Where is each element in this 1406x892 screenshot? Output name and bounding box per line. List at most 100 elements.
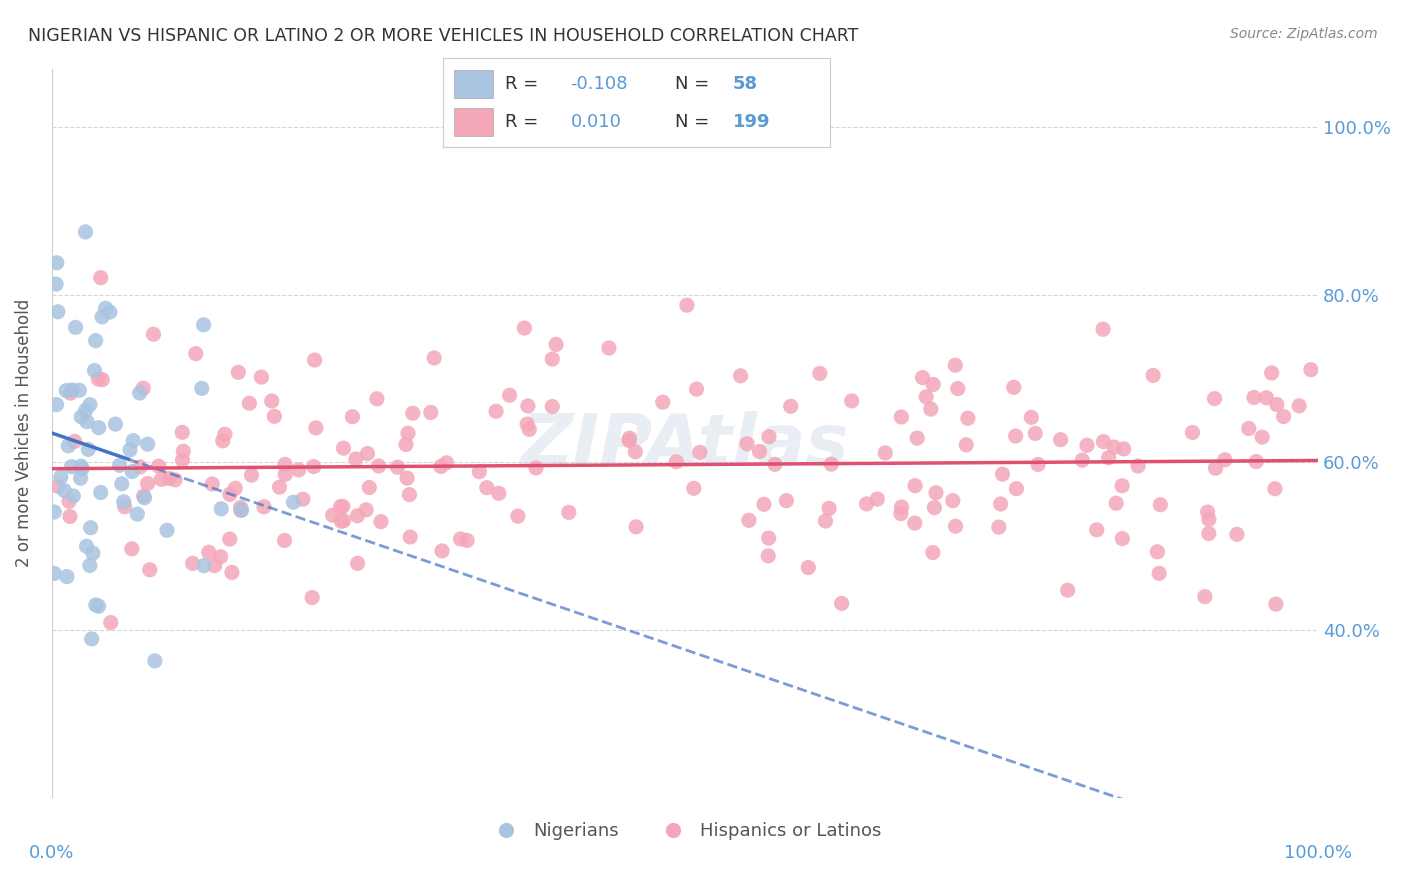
Point bbox=[915, 390, 938, 404]
Point bbox=[689, 445, 711, 459]
Point bbox=[190, 381, 212, 395]
Point bbox=[79, 398, 101, 412]
Point bbox=[370, 515, 392, 529]
Point bbox=[60, 459, 83, 474]
Point bbox=[558, 505, 581, 519]
Point bbox=[904, 516, 927, 530]
Point bbox=[905, 431, 928, 445]
Point bbox=[1244, 454, 1267, 468]
Point bbox=[346, 557, 368, 571]
Point bbox=[301, 591, 323, 605]
Point bbox=[344, 452, 367, 467]
Point bbox=[332, 500, 354, 514]
Point bbox=[758, 531, 780, 545]
Point bbox=[201, 477, 224, 491]
Point bbox=[65, 320, 87, 334]
Point bbox=[779, 399, 801, 413]
Point bbox=[59, 386, 82, 401]
Point bbox=[263, 409, 285, 424]
Point bbox=[738, 513, 761, 527]
Point bbox=[193, 318, 215, 332]
Point bbox=[875, 446, 897, 460]
Point bbox=[1111, 479, 1133, 493]
Point bbox=[82, 546, 104, 560]
Point bbox=[143, 654, 166, 668]
Point bbox=[209, 501, 232, 516]
Point bbox=[330, 514, 353, 528]
Point bbox=[890, 507, 912, 521]
Point bbox=[132, 381, 155, 395]
Point bbox=[90, 270, 112, 285]
Point bbox=[79, 521, 101, 535]
Point bbox=[488, 486, 510, 500]
Point bbox=[100, 615, 122, 630]
Point bbox=[517, 422, 540, 436]
Point bbox=[332, 514, 354, 528]
Point bbox=[1264, 482, 1286, 496]
Point bbox=[808, 367, 831, 381]
FancyBboxPatch shape bbox=[454, 108, 494, 136]
Point bbox=[76, 415, 98, 429]
Legend: Nigerians, Hispanics or Latinos: Nigerians, Hispanics or Latinos bbox=[481, 814, 889, 847]
Point bbox=[456, 533, 478, 548]
Text: R =: R = bbox=[505, 113, 538, 131]
Point bbox=[356, 446, 378, 460]
Point bbox=[624, 444, 647, 458]
Point bbox=[946, 382, 969, 396]
Point bbox=[77, 442, 100, 457]
Point bbox=[942, 493, 965, 508]
Text: NIGERIAN VS HISPANIC OR LATINO 2 OR MORE VEHICLES IN HOUSEHOLD CORRELATION CHART: NIGERIAN VS HISPANIC OR LATINO 2 OR MORE… bbox=[28, 27, 859, 45]
Point bbox=[269, 480, 291, 494]
Point bbox=[598, 341, 620, 355]
Point bbox=[1251, 430, 1274, 444]
Point bbox=[1146, 545, 1168, 559]
Point bbox=[229, 503, 252, 517]
Point bbox=[1002, 380, 1025, 394]
Point bbox=[1147, 566, 1170, 581]
Point bbox=[122, 434, 145, 448]
Point bbox=[506, 509, 529, 524]
FancyBboxPatch shape bbox=[454, 70, 494, 98]
Point bbox=[209, 549, 232, 564]
Text: -0.108: -0.108 bbox=[571, 75, 628, 93]
Point bbox=[366, 392, 388, 406]
Point bbox=[1149, 498, 1171, 512]
Point bbox=[240, 468, 263, 483]
Point bbox=[1092, 434, 1115, 449]
Point bbox=[991, 467, 1014, 481]
Point bbox=[922, 377, 945, 392]
Point bbox=[956, 411, 979, 425]
Point bbox=[87, 372, 110, 386]
Point bbox=[920, 402, 942, 417]
Point bbox=[831, 596, 853, 610]
Point bbox=[1105, 496, 1128, 510]
Point bbox=[524, 461, 547, 475]
Text: 199: 199 bbox=[733, 113, 770, 131]
Point bbox=[943, 358, 966, 372]
Text: 0.010: 0.010 bbox=[571, 113, 621, 131]
Point bbox=[475, 481, 498, 495]
Text: N =: N = bbox=[675, 75, 709, 93]
Point bbox=[329, 500, 352, 514]
Point bbox=[619, 431, 641, 445]
Point bbox=[402, 406, 425, 420]
Point bbox=[814, 514, 837, 528]
Point bbox=[91, 310, 114, 324]
Point bbox=[855, 497, 877, 511]
Point bbox=[1237, 421, 1260, 435]
Point bbox=[1005, 482, 1028, 496]
Point bbox=[1026, 458, 1049, 472]
Point bbox=[70, 461, 93, 475]
Point bbox=[112, 495, 135, 509]
Point bbox=[346, 508, 368, 523]
Point bbox=[70, 459, 93, 474]
Point bbox=[1142, 368, 1164, 383]
Point bbox=[150, 472, 173, 486]
Point bbox=[291, 492, 314, 507]
Point bbox=[1004, 429, 1026, 443]
Point bbox=[1213, 452, 1236, 467]
Point bbox=[546, 337, 568, 351]
Point bbox=[396, 471, 419, 485]
Point bbox=[98, 305, 121, 319]
Point bbox=[260, 394, 283, 409]
